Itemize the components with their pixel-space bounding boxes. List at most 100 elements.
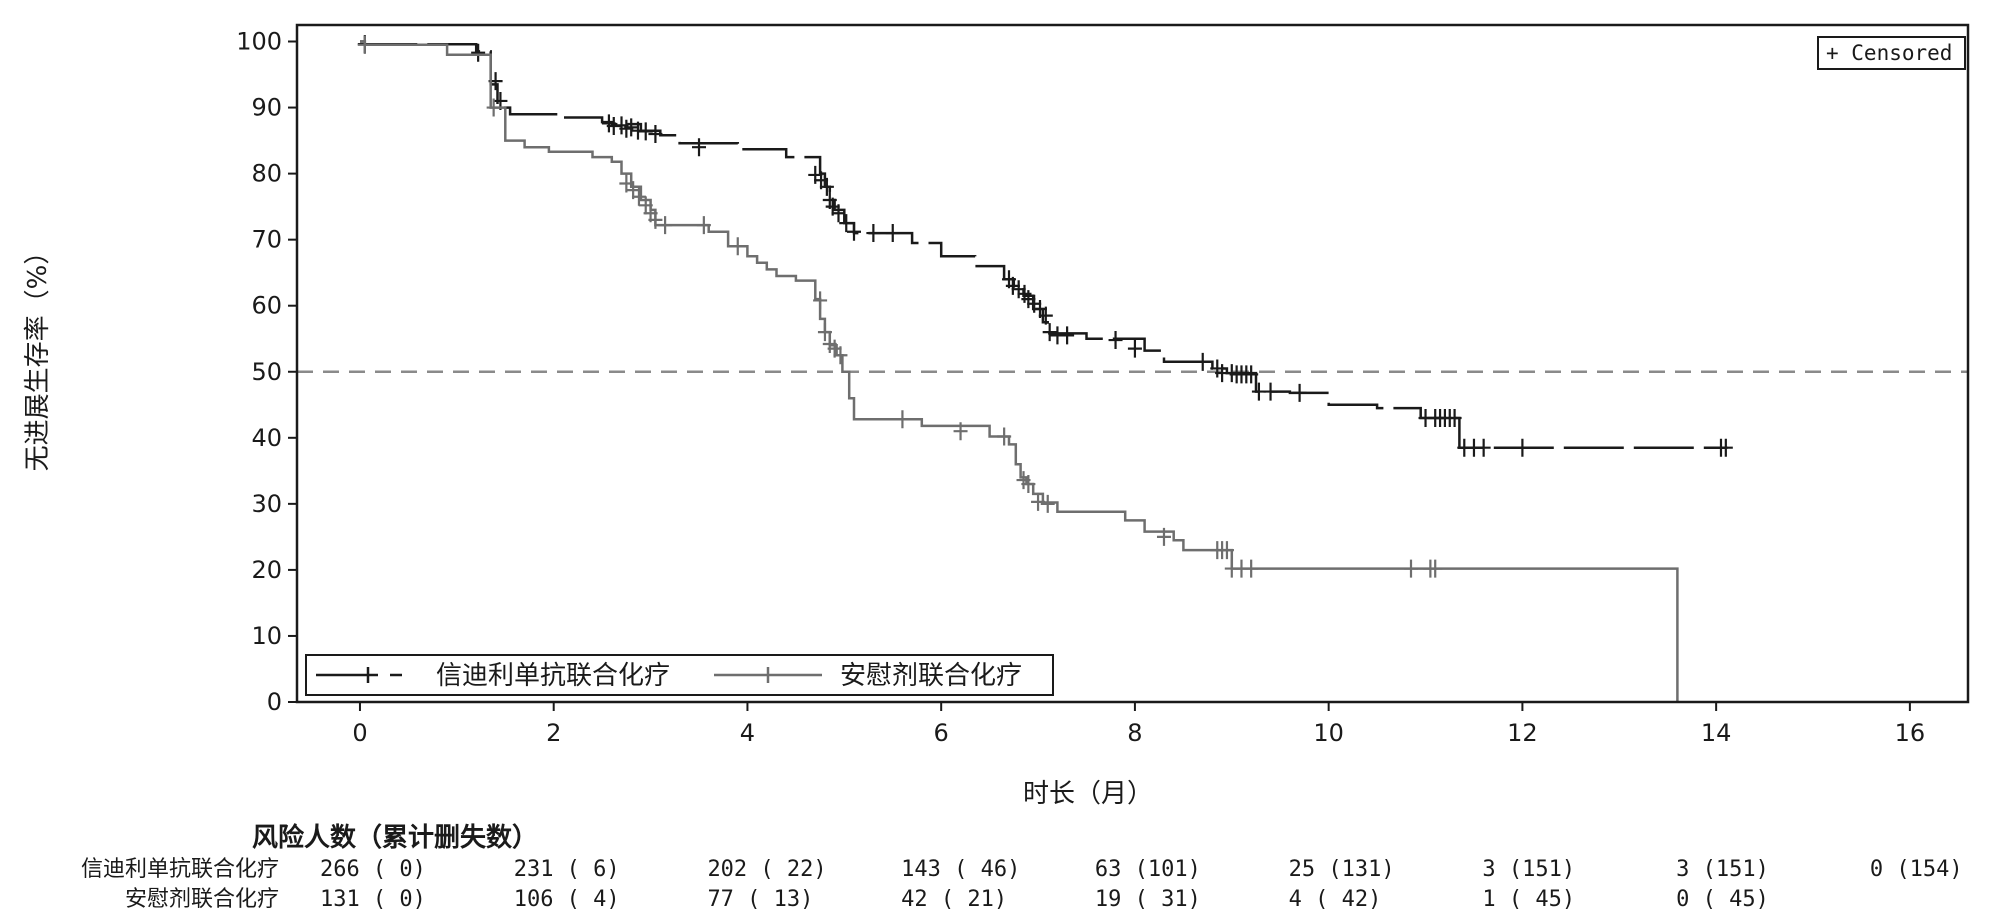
risk-cell: 266 ( 0) xyxy=(320,857,426,882)
censor-mark-placebo xyxy=(696,216,711,235)
x-tick-label: 4 xyxy=(740,719,755,747)
censor-mark-sintilimab xyxy=(1263,382,1278,401)
risk-cell: 63 (101) xyxy=(1095,857,1201,882)
censor-mark-sintilimab xyxy=(1447,408,1462,427)
censor-mark-sintilimab xyxy=(831,204,846,223)
censor-mark-sintilimab xyxy=(1476,438,1491,457)
censor-mark-sintilimab xyxy=(1060,326,1075,345)
x-tick-label: 2 xyxy=(546,719,561,747)
y-tick-label: 50 xyxy=(251,358,282,386)
risk-cell: 42 ( 21) xyxy=(901,887,1007,912)
risk-row-label-sintilimab: 信迪利单抗联合化疗 xyxy=(81,857,279,882)
y-tick-label: 40 xyxy=(251,424,282,452)
risk-cell: 231 ( 6) xyxy=(514,857,620,882)
censor-mark-placebo xyxy=(895,410,910,429)
censor-mark-sintilimab xyxy=(1021,290,1036,309)
censor-mark-placebo xyxy=(1021,475,1036,494)
censor-mark-placebo xyxy=(1428,559,1443,578)
censor-mark-sintilimab xyxy=(866,224,881,243)
censor-mark-placebo xyxy=(1156,527,1171,546)
risk-cell: 19 ( 31) xyxy=(1095,887,1201,912)
x-tick-label: 14 xyxy=(1701,719,1732,747)
censor-mark-placebo xyxy=(658,216,673,235)
censor-mark-sintilimab xyxy=(1292,383,1307,402)
censor-mark-sintilimab xyxy=(648,124,663,143)
censor-mark-placebo xyxy=(997,427,1012,446)
legend-label-placebo: 安慰剂联合化疗 xyxy=(840,661,1022,691)
censor-mark-placebo xyxy=(1244,559,1259,578)
censor-mark-placebo xyxy=(1404,559,1418,578)
censor-mark-sintilimab xyxy=(885,224,900,243)
y-tick-label: 0 xyxy=(267,688,282,716)
risk-cell: 1 ( 45) xyxy=(1482,887,1575,912)
y-tick-label: 80 xyxy=(251,160,282,188)
censor-legend-label: + Censored xyxy=(1826,41,1952,65)
risk-cell: 0 (154) xyxy=(1870,857,1963,882)
censor-mark-placebo xyxy=(1219,541,1234,560)
legend-label-sintilimab: 信迪利单抗联合化疗 xyxy=(436,661,670,691)
y-axis-title: 无进展生存率（%） xyxy=(23,239,53,472)
censor-mark-placebo xyxy=(631,187,646,206)
x-axis-title: 时长（月） xyxy=(1023,779,1153,809)
censor-mark-placebo xyxy=(357,35,372,54)
plot-frame xyxy=(295,23,1970,704)
censor-mark-sintilimab xyxy=(1005,276,1020,295)
x-tick-label: 8 xyxy=(1127,719,1142,747)
censor-mark-sintilimab xyxy=(839,214,854,233)
x-tick-label: 6 xyxy=(934,719,949,747)
censor-mark-sintilimab xyxy=(847,222,861,241)
legend-swatch-placebo xyxy=(714,667,822,683)
risk-cell: 25 (131) xyxy=(1289,857,1395,882)
x-tick-label: 16 xyxy=(1895,719,1926,747)
censor-mark-sintilimab xyxy=(638,122,653,141)
y-tick-label: 70 xyxy=(251,226,282,254)
censor-mark-sintilimab xyxy=(1195,352,1210,371)
censor-mark-sintilimab xyxy=(1108,331,1123,350)
censor-mark-placebo xyxy=(648,210,663,229)
censor-mark-placebo xyxy=(813,291,828,310)
censor-mark-placebo xyxy=(833,346,848,365)
censor-mark-sintilimab xyxy=(1718,438,1733,457)
risk-cell: 0 ( 45) xyxy=(1676,887,1769,912)
legend-swatch-sintilimab xyxy=(316,667,402,683)
censor-legend-box xyxy=(1817,36,1966,70)
y-tick-label: 90 xyxy=(251,94,282,122)
risk-cell: 4 ( 42) xyxy=(1289,887,1382,912)
censor-mark-placebo xyxy=(486,98,501,117)
censor-mark-placebo xyxy=(730,237,745,256)
x-tick-label: 0 xyxy=(352,719,367,747)
y-tick-label: 100 xyxy=(236,28,282,56)
censor-mark-placebo xyxy=(1031,492,1046,511)
risk-cell: 106 ( 4) xyxy=(514,887,620,912)
censor-mark-sintilimab xyxy=(819,177,834,196)
risk-cell: 202 ( 22) xyxy=(707,857,826,882)
censor-mark-placebo xyxy=(1040,494,1055,513)
risk-table: 风险人数（累计删失数） 信迪利单抗联合化疗 安慰剂联合化疗 266 ( 0) 23… xyxy=(81,822,1963,912)
censor-mark-sintilimab xyxy=(1515,438,1530,457)
censor-mark-sintilimab xyxy=(1042,323,1057,342)
risk-row-label-placebo: 安慰剂联合化疗 xyxy=(125,887,279,912)
risk-cell: 77 ( 13) xyxy=(707,887,813,912)
censor-mark-sintilimab xyxy=(1038,306,1053,325)
risk-table-title: 风险人数（累计删失数） xyxy=(252,822,538,853)
censor-mark-sintilimab xyxy=(624,118,639,137)
risk-cell: 131 ( 0) xyxy=(320,887,426,912)
y-tick-label: 60 xyxy=(251,292,282,320)
x-tick-label: 10 xyxy=(1313,719,1344,747)
y-tick-label: 10 xyxy=(251,622,282,650)
censor-mark-sintilimab xyxy=(471,43,486,62)
x-tick-label: 12 xyxy=(1507,719,1538,747)
series-legend: 信迪利单抗联合化疗 安慰剂联合化疗 xyxy=(305,654,1054,696)
risk-cell: 3 (151) xyxy=(1482,857,1575,882)
y-tick-label: 20 xyxy=(251,556,282,584)
censor-mark-placebo xyxy=(817,323,832,342)
y-tick-label: 30 xyxy=(251,490,282,518)
series-line-sintilimab xyxy=(360,40,1726,449)
censor-mark-sintilimab xyxy=(1244,365,1259,384)
censor-legend: + Censored xyxy=(1817,36,1966,70)
risk-cell: 143 ( 46) xyxy=(901,857,1020,882)
risk-cell: 3 (151) xyxy=(1676,857,1769,882)
series-legend-box xyxy=(305,654,1054,696)
censor-mark-sintilimab xyxy=(1011,280,1026,299)
censor-mark-sintilimab xyxy=(1127,339,1142,358)
